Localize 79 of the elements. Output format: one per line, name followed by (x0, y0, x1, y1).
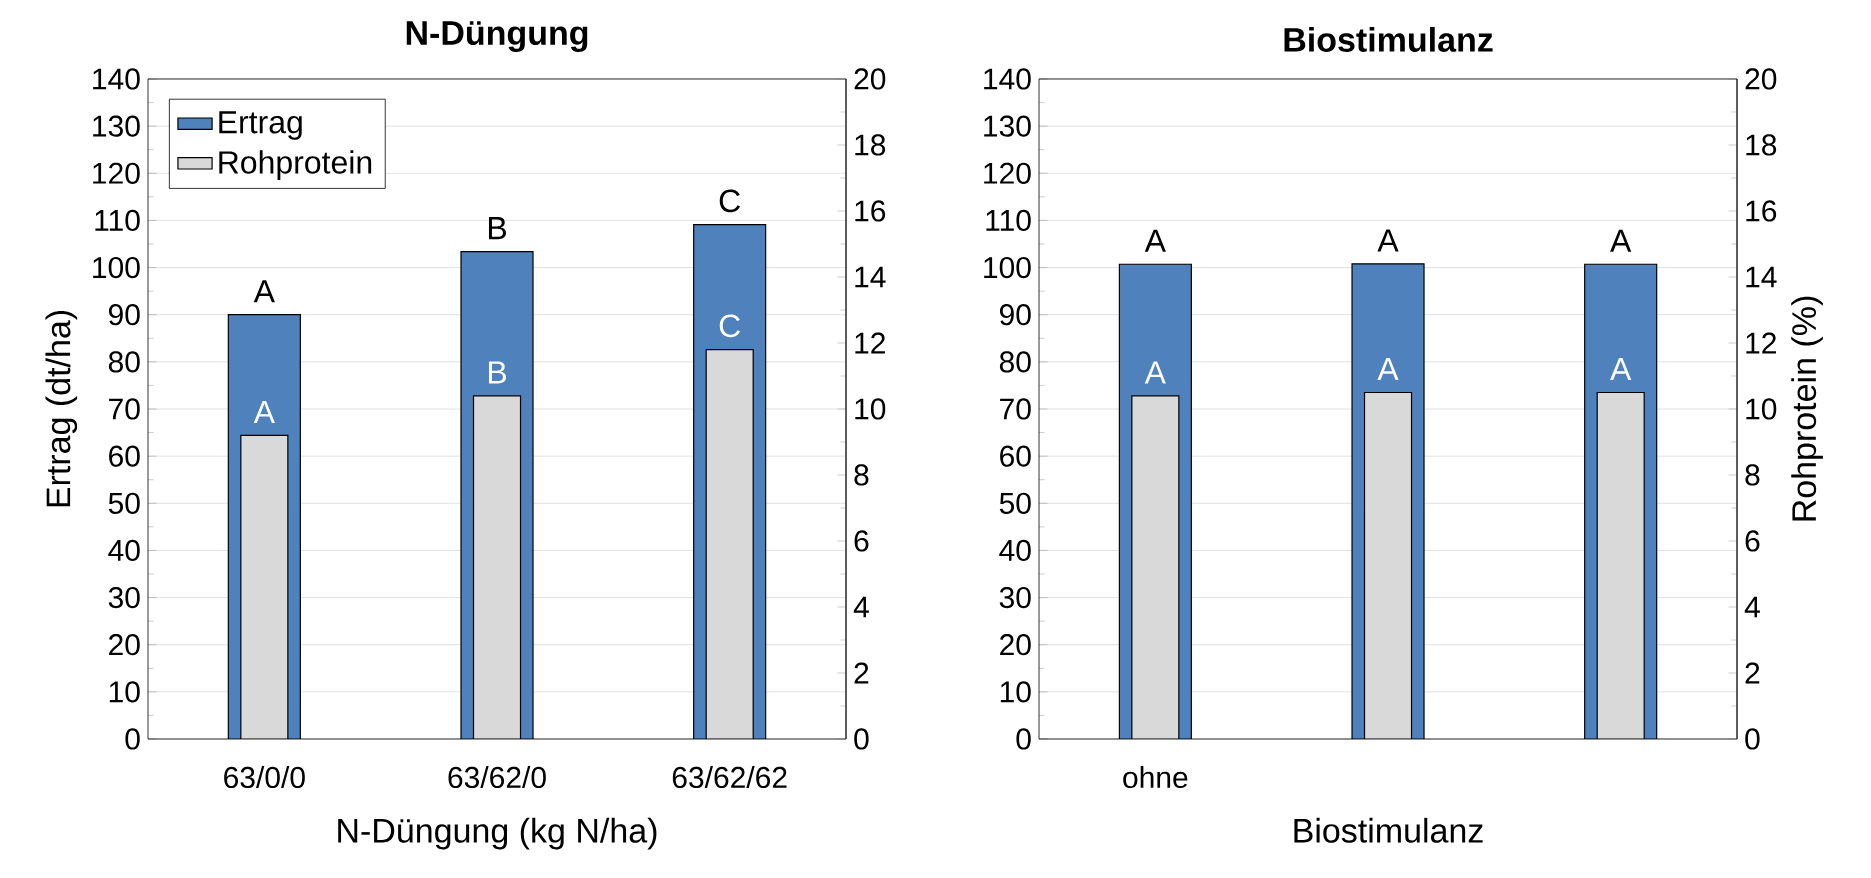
y-tick-label: 30 (108, 586, 140, 609)
y-tick-label: 60 (1000, 445, 1031, 467)
data-label: A (1610, 229, 1632, 252)
y-tick-label: 80 (108, 351, 140, 373)
y2-tick-label: 8 (854, 464, 869, 486)
y2-tick-label: 12 (1746, 332, 1776, 354)
x-tick-label: 63/62/0 (448, 766, 546, 789)
y-tick-label: 0 (1016, 728, 1031, 750)
bar (240, 434, 289, 739)
y-tick-label: 10 (1000, 681, 1031, 703)
data-label: A (253, 280, 275, 303)
y2-tick-label: 16 (1746, 200, 1777, 222)
y-tick-label: 70 (1000, 398, 1031, 420)
data-label: A (253, 400, 275, 423)
y-tick-label: 70 (109, 398, 140, 420)
y-tick-label: 120 (984, 162, 1031, 184)
y-tick-label: 40 (108, 539, 140, 562)
x-axis-title: N-Düngung (kg N/ha) (338, 817, 657, 850)
x-tick-label: 63/62/62 (672, 766, 787, 789)
data-label: A (1144, 361, 1166, 384)
chart-title: Biostimulanz (1284, 26, 1493, 52)
y-tick-label: 0 (125, 728, 140, 750)
y-tick-label: 60 (109, 445, 140, 467)
legend-label: Rohprotein (219, 150, 372, 181)
data-label: A (1144, 229, 1166, 252)
y-axis-title: Ertrag (dt/ha) (45, 310, 78, 507)
y2-tick-label: 4 (853, 596, 869, 618)
y-tick-label: 130 (93, 115, 140, 137)
y2-tick-label: 10 (1746, 398, 1777, 420)
y2-tick-label: 18 (1746, 134, 1777, 156)
data-label: A (1610, 358, 1632, 381)
bar (705, 349, 754, 739)
y-tick-label: 20 (109, 634, 140, 656)
data-label: B (488, 361, 507, 384)
y-tick-label: 110 (95, 209, 140, 232)
x-tick-label: ohne (1123, 766, 1188, 789)
y-tick-label: 90 (1000, 304, 1031, 326)
y-tick-label: 100 (984, 256, 1031, 279)
y2-tick-label: 0 (1745, 728, 1760, 750)
y2-tick-label: 20 (1745, 68, 1777, 90)
x-axis-title: Biostimulanz (1294, 817, 1483, 843)
data-label: A (1377, 229, 1399, 252)
y-tick-label: 100 (93, 256, 140, 279)
y2-tick-label: 6 (1745, 530, 1760, 552)
y2-tick-label: 10 (855, 398, 886, 420)
data-label: C (719, 189, 741, 213)
y-tick-label: 120 (93, 162, 140, 184)
y2-tick-label: 8 (1745, 464, 1760, 486)
y-tick-label: 130 (984, 115, 1031, 137)
data-label: C (719, 314, 741, 338)
y-tick-label: 90 (108, 304, 140, 326)
y-tick-label: 80 (999, 351, 1031, 373)
y-tick-label: 10 (109, 681, 140, 703)
y-tick-label: 50 (108, 492, 140, 514)
data-label: B (488, 217, 507, 240)
y2-axis-title: Rohprotein (%) (1791, 296, 1823, 521)
data-label: A (1377, 358, 1399, 381)
chart-title: N-Düngung (406, 21, 588, 52)
y2-tick-label: 16 (855, 200, 886, 222)
y2-tick-label: 0 (854, 728, 869, 750)
y2-tick-label: 20 (854, 68, 886, 90)
y2-tick-label: 12 (855, 332, 885, 354)
y2-tick-label: 2 (1745, 662, 1760, 684)
legend-label: Ertrag (219, 111, 302, 140)
y2-tick-label: 4 (1744, 596, 1760, 618)
y-tick-label: 20 (1000, 634, 1031, 656)
y-tick-label: 50 (999, 492, 1031, 514)
y2-tick-label: 6 (854, 530, 869, 552)
y2-tick-label: 14 (1746, 266, 1777, 288)
y-tick-label: 30 (999, 586, 1031, 609)
y-tick-label: 40 (999, 539, 1031, 562)
x-tick-label: 63/0/0 (224, 766, 305, 789)
y2-tick-label: 2 (854, 662, 869, 684)
y-tick-label: 110 (986, 209, 1031, 232)
y-tick-label: 140 (93, 68, 140, 90)
bar (472, 395, 522, 739)
y2-tick-label: 14 (855, 266, 886, 288)
y2-tick-label: 18 (855, 134, 886, 156)
y-tick-label: 140 (984, 68, 1031, 90)
